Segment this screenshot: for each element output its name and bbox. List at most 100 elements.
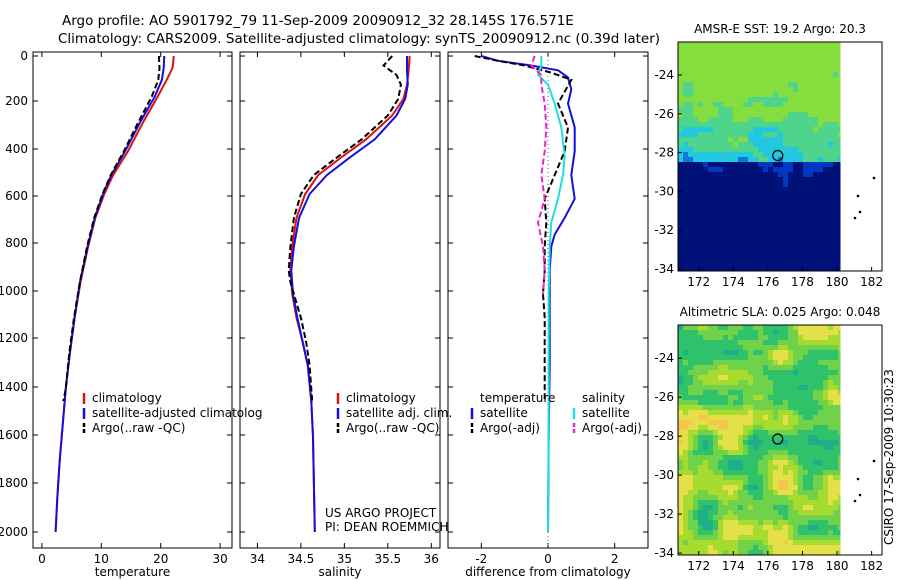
heatmap-cell bbox=[713, 435, 718, 440]
heatmap-cell bbox=[828, 505, 833, 510]
heatmap-cell bbox=[833, 365, 838, 370]
heatmap-cell bbox=[708, 92, 713, 97]
heatmap-cell bbox=[823, 232, 828, 237]
heatmap-cell bbox=[743, 202, 748, 207]
heatmap-cell bbox=[778, 257, 783, 262]
heatmap-cell bbox=[823, 330, 828, 335]
heatmap-cell bbox=[738, 202, 743, 207]
heatmap-cell bbox=[698, 227, 703, 232]
heatmap-cell bbox=[753, 460, 758, 465]
heatmap-cell bbox=[753, 330, 758, 335]
heatmap-cell bbox=[773, 62, 778, 67]
heatmap-cell bbox=[803, 510, 808, 515]
heatmap-cell bbox=[703, 535, 708, 540]
heatmap-cell bbox=[693, 222, 698, 227]
heatmap-cell bbox=[753, 257, 758, 262]
heatmap-cell bbox=[678, 157, 683, 162]
heatmap-cell bbox=[773, 107, 778, 112]
heatmap-cell bbox=[753, 325, 758, 330]
heatmap-cell bbox=[713, 530, 718, 535]
heatmap-cell bbox=[678, 530, 683, 535]
heatmap-cell bbox=[838, 545, 841, 550]
heatmap-cell bbox=[798, 490, 803, 495]
heatmap-cell bbox=[838, 355, 841, 360]
heatmap-cell bbox=[803, 42, 808, 47]
heatmap-cell bbox=[778, 97, 783, 102]
heatmap-cell bbox=[813, 262, 818, 267]
heatmap-cell bbox=[733, 262, 738, 267]
heatmap-cell bbox=[733, 242, 738, 247]
heatmap-cell bbox=[798, 172, 803, 177]
heatmap-cell bbox=[703, 217, 708, 222]
heatmap-cell bbox=[693, 390, 698, 395]
heatmap-cell bbox=[763, 355, 768, 360]
heatmap-cell bbox=[793, 335, 798, 340]
heatmap-cell bbox=[723, 415, 728, 420]
map-x-tick-label-0: 172 bbox=[687, 275, 710, 289]
heatmap-cell bbox=[743, 77, 748, 82]
heatmap-cell bbox=[703, 525, 708, 530]
heatmap-cell bbox=[803, 370, 808, 375]
heatmap-cell bbox=[823, 192, 828, 197]
heatmap-cell bbox=[763, 360, 768, 365]
heatmap-cell bbox=[823, 410, 828, 415]
heatmap-cell bbox=[758, 147, 763, 152]
heatmap-cell bbox=[698, 212, 703, 217]
heatmap-cell bbox=[683, 410, 688, 415]
heatmap-cell bbox=[713, 505, 718, 510]
heatmap-cell bbox=[688, 52, 693, 57]
heatmap-cell bbox=[803, 102, 808, 107]
heatmap-cell bbox=[808, 545, 813, 550]
heatmap-cell bbox=[813, 490, 818, 495]
heatmap-cell bbox=[763, 475, 768, 480]
heatmap-cell bbox=[783, 360, 788, 365]
heatmap-cell bbox=[688, 177, 693, 182]
heatmap-cell bbox=[793, 395, 798, 400]
heatmap-cell bbox=[788, 237, 793, 242]
heatmap-cell bbox=[718, 197, 723, 202]
heatmap-cell bbox=[713, 122, 718, 127]
heatmap-cell bbox=[813, 47, 818, 52]
heatmap-cell bbox=[773, 410, 778, 415]
heatmap-cell bbox=[773, 390, 778, 395]
heatmap-cell bbox=[758, 202, 763, 207]
heatmap-cell bbox=[738, 152, 743, 157]
heatmap-cell bbox=[723, 107, 728, 112]
heatmap-cell bbox=[743, 395, 748, 400]
heatmap-cell bbox=[688, 520, 693, 525]
heatmap-cell bbox=[798, 237, 803, 242]
heatmap-cell bbox=[718, 375, 723, 380]
heatmap-cell bbox=[723, 410, 728, 415]
heatmap-cell bbox=[803, 455, 808, 460]
heatmap-cell bbox=[798, 202, 803, 207]
heatmap-cell bbox=[778, 207, 783, 212]
heatmap-cell bbox=[803, 360, 808, 365]
heatmap-cell bbox=[693, 257, 698, 262]
heatmap-cell bbox=[713, 87, 718, 92]
heatmap-cell bbox=[778, 162, 783, 167]
heatmap-cell bbox=[763, 385, 768, 390]
heatmap-cell bbox=[683, 57, 688, 62]
heatmap-cell bbox=[813, 77, 818, 82]
heatmap-cell bbox=[818, 182, 823, 187]
heatmap-cell bbox=[768, 425, 773, 430]
heatmap-cell bbox=[683, 445, 688, 450]
heatmap-cell bbox=[713, 262, 718, 267]
heatmap-cell bbox=[813, 500, 818, 505]
heatmap-cell bbox=[838, 350, 841, 355]
heatmap-cell bbox=[768, 187, 773, 192]
heatmap-cell bbox=[678, 450, 683, 455]
heatmap-cell bbox=[683, 485, 688, 490]
heatmap-cell bbox=[733, 350, 738, 355]
y-tick-label: 400 bbox=[5, 142, 28, 156]
heatmap-cell bbox=[793, 325, 798, 330]
heatmap-cell bbox=[708, 465, 713, 470]
heatmap-cell bbox=[823, 355, 828, 360]
heatmap-cell bbox=[808, 525, 813, 530]
heatmap-cell bbox=[683, 360, 688, 365]
heatmap-cell bbox=[718, 505, 723, 510]
heatmap-cell bbox=[723, 520, 728, 525]
panel-frame-0 bbox=[32, 51, 233, 549]
heatmap-cell bbox=[808, 485, 813, 490]
heatmap-cell bbox=[808, 47, 813, 52]
